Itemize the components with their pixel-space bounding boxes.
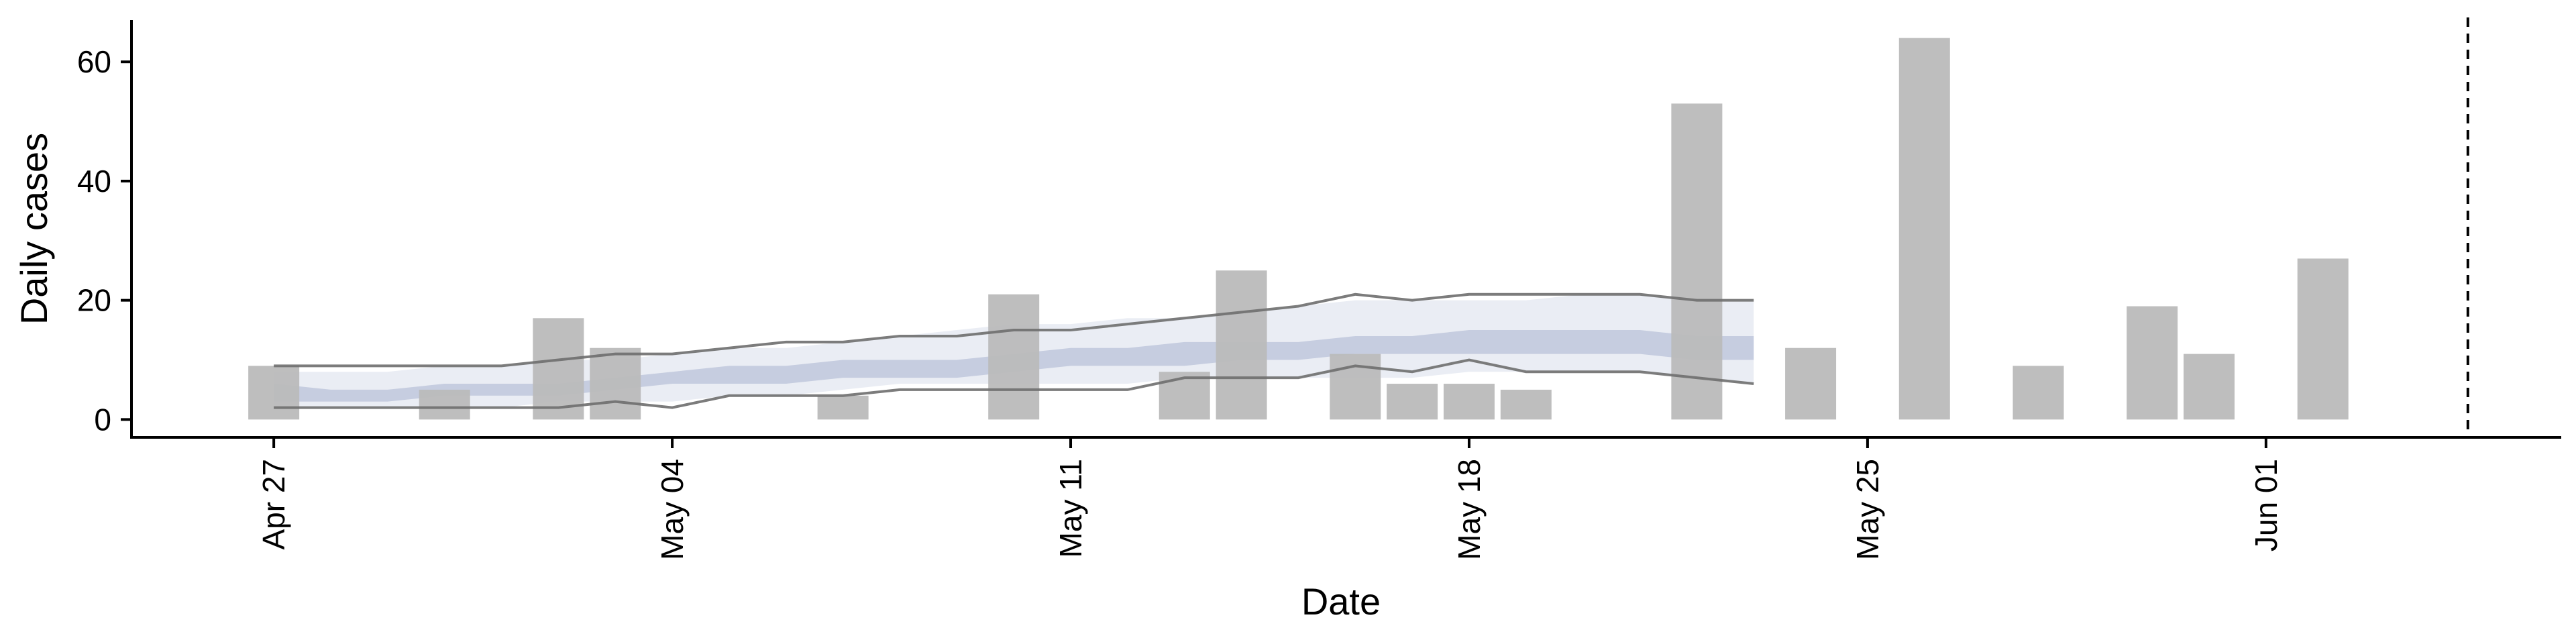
bar-2020-04-27 (248, 366, 300, 420)
bar-2020-06-02 (2297, 258, 2349, 420)
bar-2020-05-28 (2012, 366, 2064, 420)
x-tick-label-2020-06-01: Jun 01 (2249, 459, 2284, 551)
x-tick-label-2020-05-11: May 11 (1053, 459, 1088, 557)
bar-2020-05-18 (1443, 384, 1495, 420)
bar-2020-05-02 (533, 318, 584, 420)
bar-2020-05-30 (2127, 306, 2178, 420)
range-line-lower (274, 358, 1754, 409)
bar-2020-05-07 (817, 395, 869, 420)
bar-2020-04-30 (419, 389, 470, 420)
bar-2020-05-16 (1330, 354, 1381, 420)
y-tick-label-60: 60 (77, 44, 111, 79)
axes-layer: 0 20 40 60 Apr 27 May 04 May 11 May 18 May 25 Jun… (77, 20, 2561, 560)
range-lines-layer (274, 292, 1754, 409)
x-tick-label-2020-05-04: May 04 (655, 459, 690, 560)
bars-layer (248, 38, 2349, 420)
x-tick-label-2020-05-18: May 18 (1452, 459, 1487, 560)
x-axis-title: Date (1301, 580, 1381, 623)
bar-2020-05-24 (1785, 347, 1837, 420)
bar-2020-05-03 (590, 347, 641, 420)
y-tick-label-0: 0 (94, 402, 111, 437)
x-tick-label-2020-05-25: May 25 (1850, 459, 1885, 560)
bar-2020-05-10 (988, 294, 1040, 420)
y-axis-title: Daily cases (13, 133, 55, 325)
y-tick-label-20: 20 (77, 283, 111, 318)
bar-2020-05-14 (1216, 270, 1267, 420)
bar-2020-05-22 (1671, 103, 1723, 420)
bar-2020-05-13 (1159, 372, 1210, 420)
bar-2020-05-26 (1898, 38, 1950, 420)
bar-2020-05-17 (1387, 384, 1438, 420)
y-tick-label-40: 40 (77, 164, 111, 199)
bar-2020-05-31 (2184, 354, 2235, 420)
x-tick-label-2020-04-27: Apr 27 (256, 459, 291, 550)
bar-2020-05-19 (1500, 389, 1552, 420)
range-line-upper (274, 292, 1754, 368)
